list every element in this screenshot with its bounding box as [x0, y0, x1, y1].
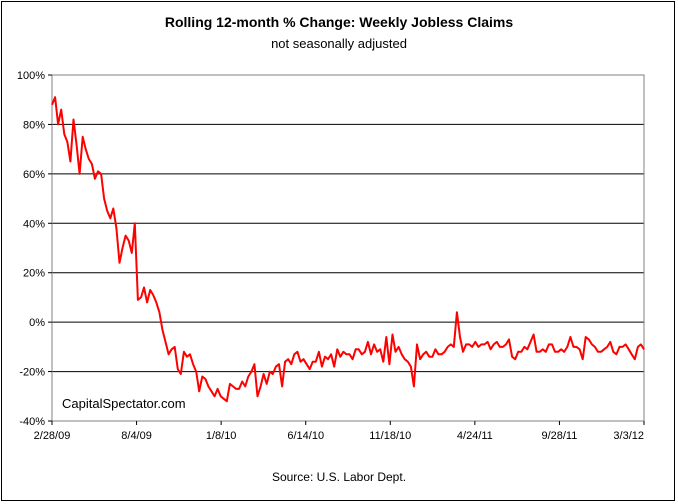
source-note: Source: U.S. Labor Dept. — [271, 470, 407, 484]
y-tick-label: 20% — [23, 268, 45, 280]
x-axis: 2/28/09 8/4/09 1/8/10 6/14/10 11/18/10 4/24/1… — [34, 421, 645, 442]
x-tick-label: 8/4/09 — [121, 430, 152, 442]
y-tick-label: 80% — [23, 119, 45, 131]
x-tick-label: 1/8/10 — [206, 430, 237, 442]
y-tick-label: -40% — [19, 416, 45, 428]
series-line-jobless-claims — [51, 96, 645, 403]
x-tick-label: 4/24/11 — [457, 430, 493, 442]
y-tick-label: 0% — [29, 317, 45, 329]
chart-title: Rolling 12-month % Change: Weekly Jobles… — [164, 14, 514, 30]
plot-area — [51, 74, 645, 422]
watermark-text: CapitalSpectator.com — [62, 396, 186, 411]
x-tick-label: 3/3/12 — [613, 430, 644, 442]
x-tick-label: 6/14/10 — [287, 430, 324, 442]
y-tick-label: 40% — [23, 218, 45, 230]
gridlines — [52, 123, 644, 373]
x-tick-label: 9/28/11 — [541, 430, 577, 442]
y-tick-label: 100% — [17, 70, 45, 82]
y-tick-label: 60% — [23, 169, 45, 181]
x-tick-label: 11/18/10 — [369, 430, 411, 442]
x-tick-label: 2/28/09 — [34, 430, 71, 442]
y-tick-label: -20% — [19, 367, 45, 379]
chart-subtitle: not seasonally adjusted — [271, 36, 407, 51]
y-axis: 100% 80% 60% 40% 20% 0% -20% -40% — [17, 70, 52, 428]
